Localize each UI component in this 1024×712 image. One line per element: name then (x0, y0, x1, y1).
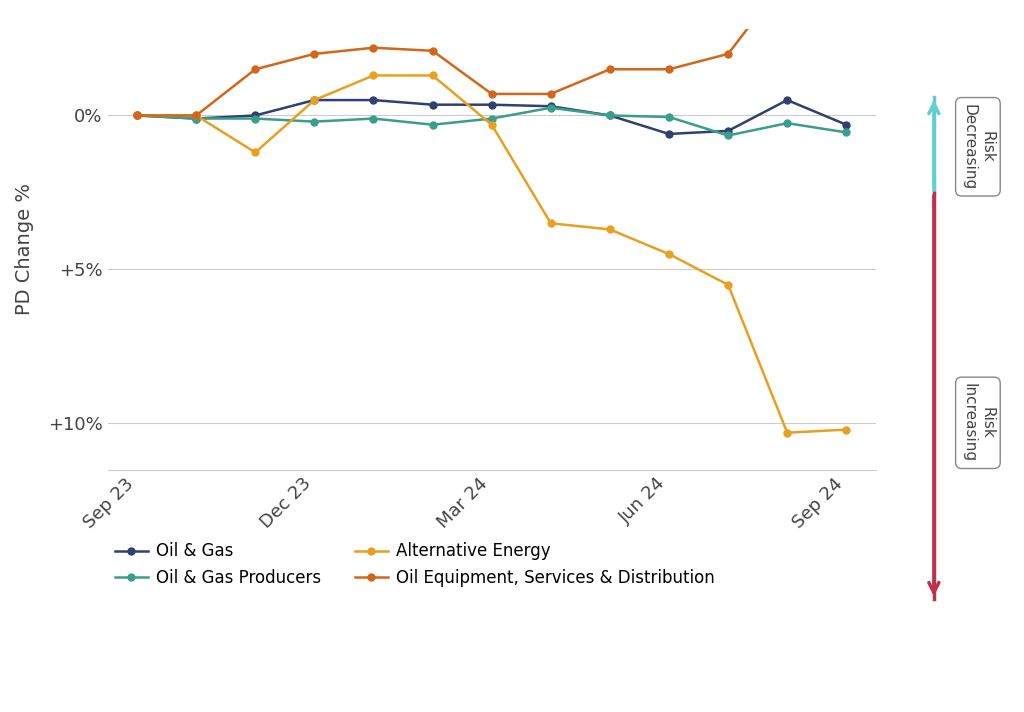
Legend: Oil & Gas, Oil & Gas Producers, Alternative Energy, Oil Equipment, Services & Di: Oil & Gas, Oil & Gas Producers, Alternat… (108, 536, 722, 594)
Text: Risk
Increasing: Risk Increasing (962, 383, 994, 462)
Y-axis label: PD Change %: PD Change % (15, 184, 34, 315)
Text: Risk
Decreasing: Risk Decreasing (962, 104, 994, 190)
